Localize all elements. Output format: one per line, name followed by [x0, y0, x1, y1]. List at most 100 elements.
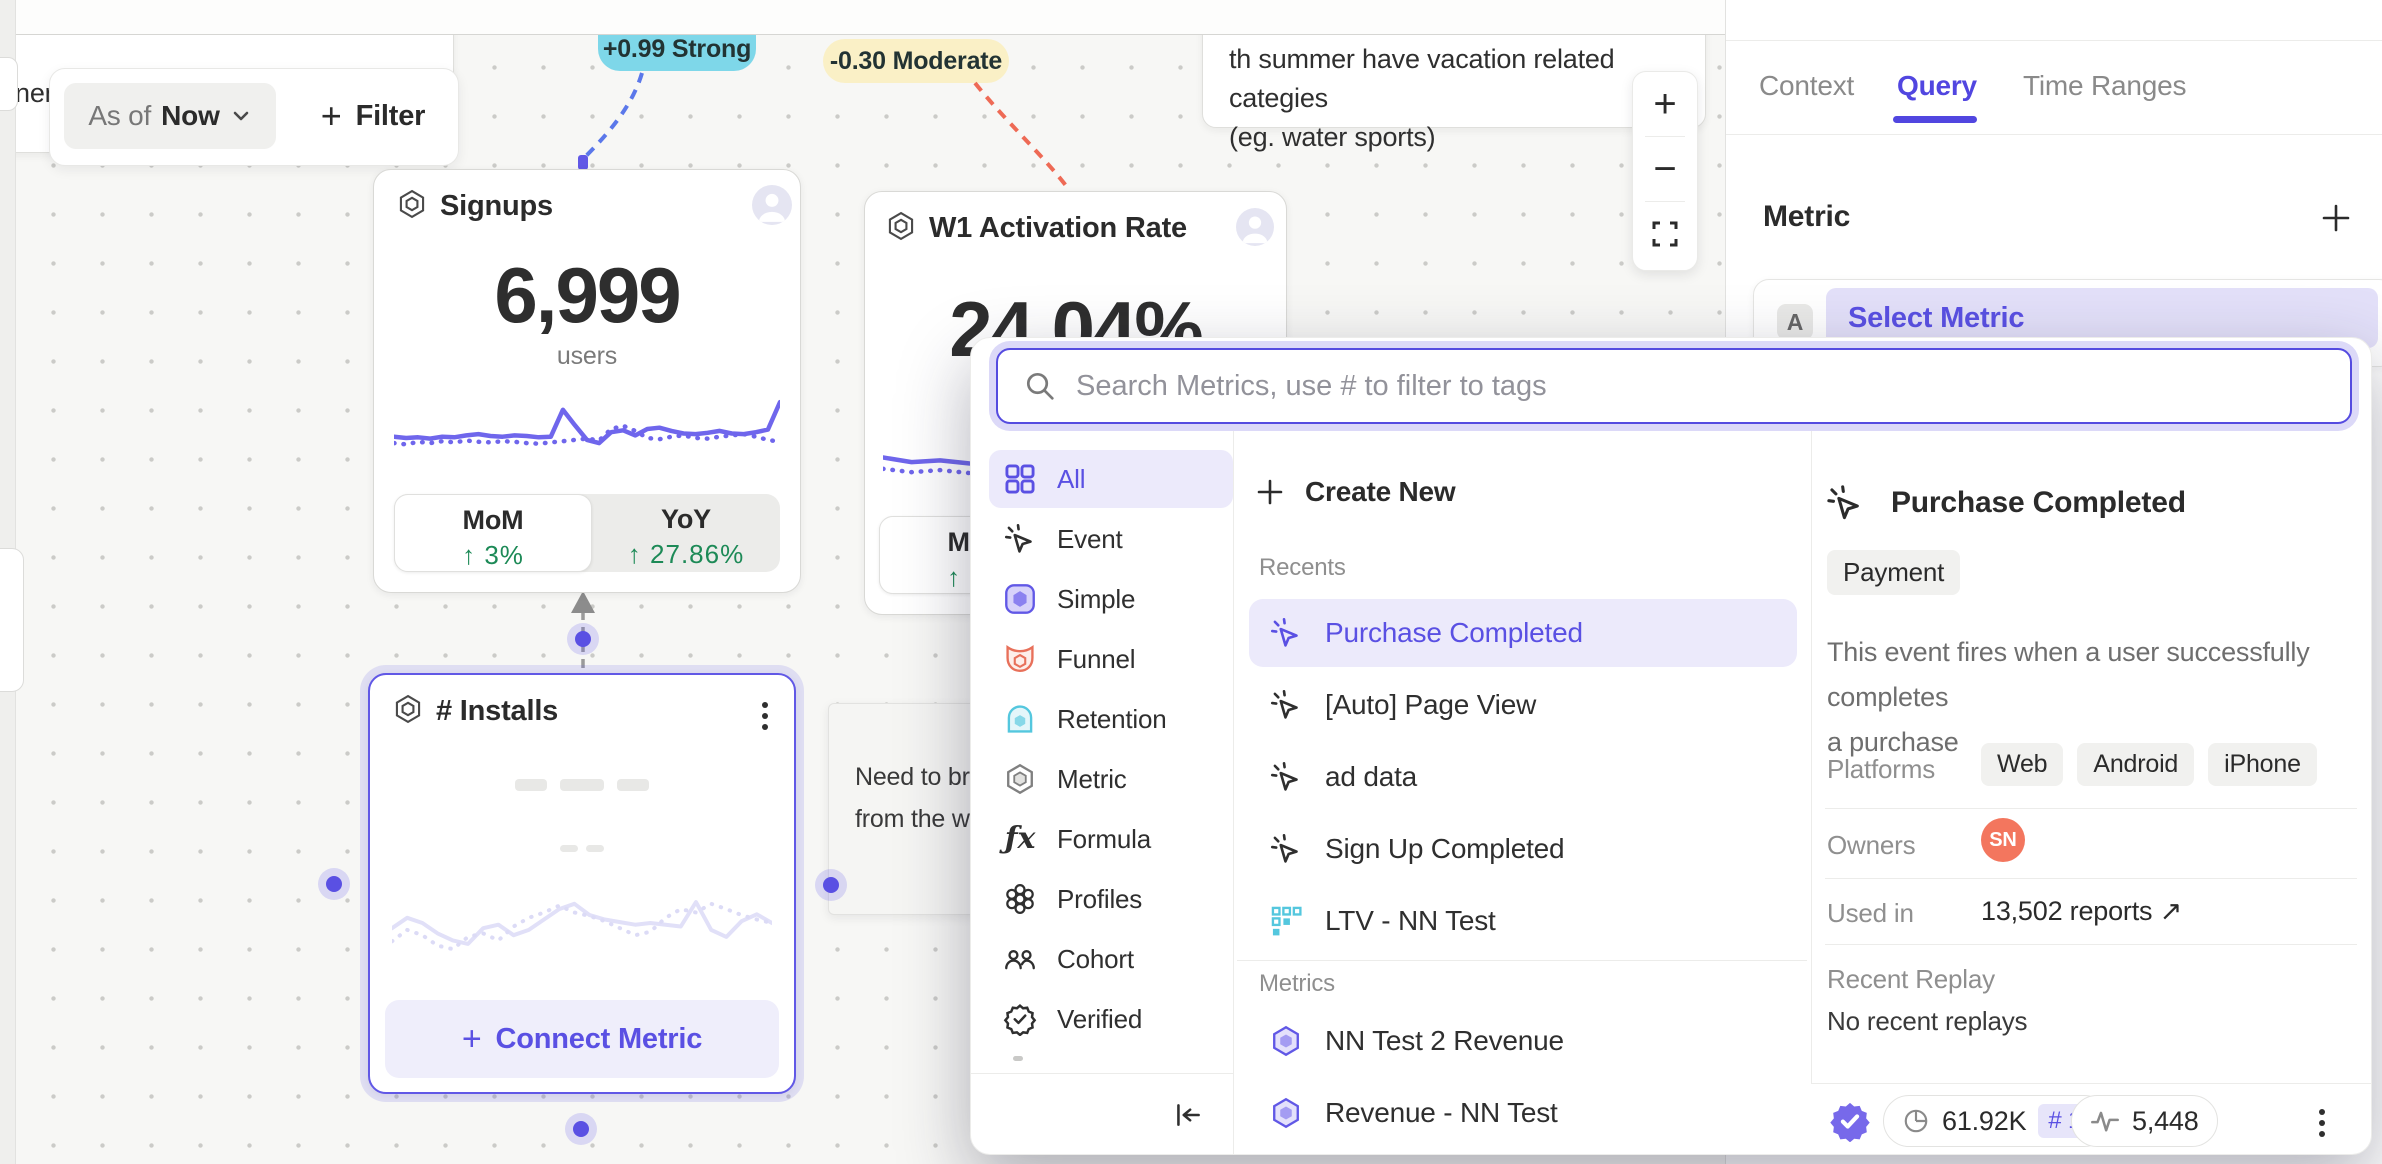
- event-spark-icon: [1270, 761, 1298, 791]
- left-edge-tab-top[interactable]: [0, 57, 18, 111]
- correlation-badge-strong[interactable]: +0.99 Strong: [598, 34, 756, 71]
- metric-hexagon-icon: [1273, 1025, 1299, 1057]
- platform-chip: iPhone: [2208, 743, 2317, 786]
- zoom-in-button[interactable]: +: [1653, 81, 1677, 126]
- delta-value: ↑ 3%: [462, 540, 524, 570]
- category-metric[interactable]: Metric: [989, 750, 1233, 808]
- metrics-section-label: Metrics: [1259, 970, 1335, 997]
- category-cohort[interactable]: Cohort: [989, 930, 1233, 988]
- waveform-icon: [2091, 1111, 2119, 1132]
- category-retention[interactable]: Retention: [989, 690, 1233, 748]
- connector-anchor-tick: [578, 155, 588, 170]
- metric-item-nn-test-2-revenue[interactable]: NN Test 2 Revenue: [1249, 1007, 1797, 1075]
- as-of-dropdown[interactable]: As of Now: [64, 83, 276, 149]
- sticky-note-top-right[interactable]: th summer have vacation related categies…: [1202, 35, 1706, 152]
- connector-lines-layer: [571, 72, 1072, 671]
- toggle-mom[interactable]: MoM ↑ 3%: [394, 494, 592, 572]
- pie-chart-icon: [1904, 1109, 1928, 1133]
- collapse-panel-icon[interactable]: [1171, 1098, 1205, 1132]
- connector-dot[interactable]: [573, 1121, 589, 1137]
- simple-icon: [1005, 584, 1035, 614]
- metric-picker-popup: All Event Simple Funnel Retention Metric: [970, 337, 2372, 1155]
- toggle-yoy[interactable]: YoY ↑ 27.86%: [592, 494, 780, 572]
- events-count: 61.92K: [1942, 1105, 2027, 1136]
- metric-item-clipped[interactable]: [1249, 1144, 1797, 1154]
- events-count-pill[interactable]: 61.92K # 1: [1883, 1095, 2111, 1147]
- ltv-grid-icon: [1271, 906, 1302, 936]
- user-icon: [758, 193, 786, 222]
- metric-item-revenue-nn-test[interactable]: Revenue - NN Test: [1249, 1079, 1797, 1147]
- user-icon: [1242, 216, 1268, 244]
- signal-count-pill[interactable]: 5,448: [2071, 1095, 2218, 1147]
- metric-search-field[interactable]: [996, 348, 2352, 424]
- zoom-out-button[interactable]: −: [1653, 146, 1677, 191]
- as-of-value: Now: [161, 100, 220, 131]
- connect-metric-button[interactable]: + Connect Metric: [385, 1000, 779, 1078]
- recents-section-label: Recents: [1259, 554, 1346, 581]
- category-funnel[interactable]: Funnel: [989, 630, 1233, 688]
- clipped-next-item: [1013, 1056, 1023, 1061]
- tab-time-ranges[interactable]: Time Ranges: [2023, 70, 2187, 101]
- event-spark-icon: [1004, 523, 1032, 553]
- metric-hexagon-icon: [399, 189, 425, 219]
- avatar: [752, 185, 792, 225]
- signups-sparkline: [394, 399, 780, 447]
- recent-item-sign-up-completed[interactable]: Sign Up Completed: [1249, 815, 1797, 883]
- correlation-badge-moderate[interactable]: -0.30 Moderate: [823, 39, 1009, 83]
- connector-dot[interactable]: [575, 631, 591, 647]
- add-metric-button[interactable]: [2318, 200, 2354, 236]
- detail-title: Purchase Completed: [1891, 486, 2186, 519]
- select-metric-label: Select Metric: [1848, 301, 2025, 334]
- divider: [1825, 878, 2357, 879]
- detail-tag-payment[interactable]: Payment: [1827, 550, 1961, 595]
- divider: [1726, 134, 2382, 135]
- metric-hexagon-icon: [1007, 763, 1033, 795]
- category-profiles[interactable]: Profiles: [989, 870, 1233, 928]
- divider: [1645, 136, 1685, 137]
- more-options-kebab-icon[interactable]: [2319, 1104, 2325, 1142]
- connector-dot[interactable]: [326, 876, 342, 892]
- event-spark-icon: [1270, 833, 1298, 863]
- category-verified[interactable]: Verified: [989, 990, 1233, 1048]
- recent-item-purchase-completed[interactable]: Purchase Completed: [1249, 599, 1797, 667]
- recent-item-auto-page-view[interactable]: [Auto] Page View: [1249, 671, 1797, 739]
- fullscreen-icon: [1652, 221, 1678, 247]
- category-all[interactable]: All: [989, 450, 1233, 508]
- tab-context[interactable]: Context: [1759, 70, 1855, 101]
- platform-chips: Web Android iPhone: [1981, 743, 2317, 786]
- card-title: # Installs: [436, 695, 559, 727]
- connector-dot[interactable]: [823, 877, 839, 893]
- installs-ghost-sparkline: [392, 900, 772, 952]
- category-formula[interactable]: ƒx Formula: [1004, 821, 1151, 856]
- zoom-controls: + −: [1632, 71, 1698, 271]
- metric-section-heading: Metric: [1763, 200, 1851, 233]
- filter-button[interactable]: + Filter: [298, 83, 448, 149]
- metric-hexagon-icon: [1273, 1097, 1299, 1129]
- retention-icon: [1007, 705, 1033, 733]
- platform-chip: Android: [2077, 743, 2195, 786]
- card-menu-kebab-icon[interactable]: [762, 697, 768, 735]
- badge-label: +0.99 Strong: [602, 34, 752, 63]
- event-spark-icon: [1827, 485, 1859, 520]
- connector-red-dashed: [973, 81, 1072, 193]
- tab-query[interactable]: Query: [1897, 70, 1977, 101]
- recent-item-ad-data[interactable]: ad data: [1249, 743, 1797, 811]
- recent-item-ltv-nn-test[interactable]: LTV - NN Test: [1249, 887, 1797, 955]
- card-value: 6,999: [494, 251, 681, 339]
- as-of-label: As of: [88, 100, 152, 131]
- category-simple[interactable]: Simple: [989, 570, 1233, 628]
- left-edge-tab-middle[interactable]: [0, 548, 24, 692]
- create-new-button[interactable]: Create New: [1255, 466, 1456, 518]
- owner-avatar[interactable]: SN: [1981, 818, 2025, 862]
- category-event[interactable]: Event: [989, 510, 1233, 568]
- metric-card-signups[interactable]: Signups 6,999 users MoM ↑ 3% YoY ↑ 27.86…: [373, 169, 801, 593]
- used-in-value[interactable]: 13,502 reports ↗: [1981, 896, 2183, 926]
- search-icon: [1026, 372, 1054, 400]
- metric-search-input[interactable]: [1074, 368, 2278, 404]
- fullscreen-button[interactable]: [1650, 202, 1680, 266]
- divider: [1726, 40, 2382, 41]
- used-in-label: Used in: [1827, 898, 1914, 928]
- metric-card-installs[interactable]: # Installs + Connect Metric: [368, 673, 796, 1094]
- profiles-flower-icon: [1006, 884, 1034, 914]
- active-tab-underline: [1893, 116, 1977, 123]
